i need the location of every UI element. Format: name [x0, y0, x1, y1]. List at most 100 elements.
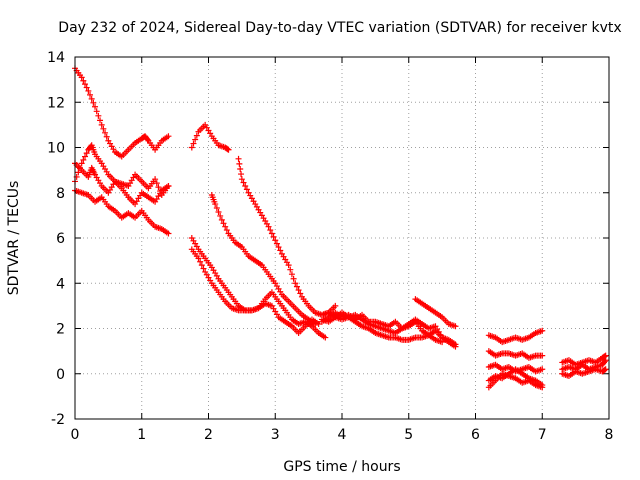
- data-point: [322, 334, 329, 341]
- series-track-4: [72, 187, 172, 237]
- data-point: [95, 112, 102, 119]
- data-point: [238, 176, 245, 183]
- x-tick-label: 3: [271, 427, 280, 443]
- data-point: [102, 129, 109, 136]
- data-point: [97, 117, 104, 124]
- data-point: [265, 223, 272, 230]
- data-point: [297, 290, 304, 297]
- data-point: [315, 320, 322, 327]
- y-tick-labels: -2 0 2 4 6 8 10 12 14: [47, 50, 65, 428]
- data-point: [236, 160, 243, 167]
- data-point: [332, 302, 339, 309]
- data-point: [268, 230, 275, 237]
- data-point: [277, 247, 284, 254]
- data-point: [87, 91, 94, 98]
- data-point: [85, 87, 92, 94]
- data-point: [275, 244, 282, 251]
- data-point: [287, 266, 294, 273]
- data-point: [267, 227, 274, 234]
- data-point: [92, 103, 99, 110]
- data-point: [78, 160, 85, 167]
- data-point: [539, 327, 546, 334]
- x-tick-label: 8: [605, 427, 614, 443]
- series-track-9: [188, 246, 329, 341]
- data-point: [213, 205, 220, 212]
- data-point: [93, 108, 100, 115]
- x-tick-label: 6: [471, 427, 480, 443]
- series-track-14: [485, 327, 546, 346]
- x-tick-label: 7: [538, 427, 547, 443]
- data-point: [90, 99, 97, 106]
- data-point: [83, 150, 90, 157]
- data-point: [155, 184, 162, 191]
- chart-title: Day 232 of 2024, Sidereal Day-to-day VTE…: [58, 20, 621, 36]
- series-track-21: [559, 366, 609, 380]
- data-point: [539, 352, 546, 359]
- data-point: [240, 179, 247, 186]
- x-axis-label: GPS time / hours: [283, 459, 400, 475]
- data-point: [212, 201, 219, 208]
- series-track-12: [318, 309, 446, 346]
- data-point: [602, 366, 609, 373]
- data-point: [200, 265, 207, 272]
- data-point: [103, 133, 110, 140]
- data-point: [237, 165, 244, 172]
- y-tick-label: 6: [56, 231, 65, 247]
- y-tick-label: 0: [56, 367, 65, 383]
- data-point: [223, 227, 230, 234]
- x-tick-label: 1: [137, 427, 146, 443]
- series-track-15: [485, 348, 546, 361]
- data-point: [197, 258, 204, 265]
- x-tick-label: 5: [404, 427, 413, 443]
- data-point: [242, 182, 249, 189]
- y-tick-label: 14: [47, 50, 65, 66]
- data-point: [198, 262, 205, 269]
- data-point: [285, 262, 292, 269]
- data-point: [222, 223, 229, 230]
- series-track-1: [72, 65, 172, 160]
- data-point: [78, 74, 85, 81]
- data-point: [270, 233, 277, 240]
- data-point: [82, 153, 89, 160]
- x-tick-label: 4: [338, 427, 347, 443]
- series-track-6: [235, 155, 339, 318]
- plot-frame: [74, 56, 610, 420]
- data-point: [439, 339, 446, 346]
- data-point: [288, 271, 295, 278]
- data-point: [100, 125, 107, 132]
- data-point: [243, 186, 250, 193]
- data-point: [82, 81, 89, 88]
- data-point: [290, 275, 297, 282]
- data-point: [215, 208, 222, 215]
- data-point: [272, 237, 279, 244]
- data-point: [218, 216, 225, 223]
- series-track-20: [559, 357, 609, 373]
- data-point: [98, 121, 105, 128]
- data-point: [602, 357, 609, 364]
- data-point: [75, 169, 82, 176]
- data-point: [153, 180, 160, 187]
- data-point: [195, 255, 202, 262]
- x-tick-label: 0: [71, 427, 80, 443]
- y-axis-label: SDTVAR / TECUs: [6, 181, 22, 296]
- data-point: [292, 280, 299, 287]
- data-point: [539, 366, 546, 373]
- y-tick-label: 4: [56, 276, 65, 292]
- data-point: [188, 144, 195, 151]
- x-tick-labels: 0 1 2 3 4 5 6 7 8: [71, 427, 614, 443]
- data-point: [293, 283, 300, 290]
- series-track-13: [412, 296, 459, 330]
- data-point: [193, 132, 200, 139]
- y-tick-label: -2: [51, 412, 65, 428]
- data-point: [295, 287, 302, 294]
- data-points: [72, 65, 609, 391]
- series-track-5: [188, 121, 232, 153]
- data-point: [165, 182, 172, 189]
- data-point: [83, 84, 90, 91]
- data-point: [238, 171, 245, 178]
- data-point: [539, 382, 546, 389]
- data-point: [220, 220, 227, 227]
- series-track-3: [72, 160, 172, 208]
- series-track-18: [485, 366, 546, 389]
